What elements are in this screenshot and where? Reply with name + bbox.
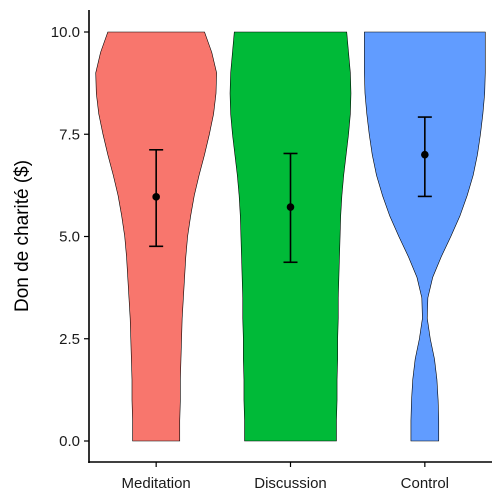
- y-ticks: 0.0 2.5 5.0 7.5 10.0: [51, 24, 89, 450]
- x-tick-label-control: Control: [401, 475, 449, 492]
- mean-point-discussion: [286, 203, 295, 211]
- y-axis-title: Don de charité ($): [12, 160, 33, 312]
- x-tick-label-meditation: Meditation: [122, 475, 191, 492]
- mean-point-control: [421, 150, 429, 159]
- mean-point-meditation: [152, 193, 160, 201]
- y-tick-label: 7.5: [59, 126, 80, 143]
- x-tick-label-discussion: Discussion: [254, 475, 327, 492]
- y-tick-label: 10.0: [51, 24, 80, 41]
- error-bars-layer: [149, 116, 432, 264]
- y-tick-label: 5.0: [59, 229, 80, 246]
- violin-control: [364, 31, 486, 442]
- y-tick-label: 2.5: [59, 331, 80, 348]
- x-ticks: Meditation Discussion Control: [122, 462, 449, 492]
- y-tick-label: 0.0: [59, 433, 80, 450]
